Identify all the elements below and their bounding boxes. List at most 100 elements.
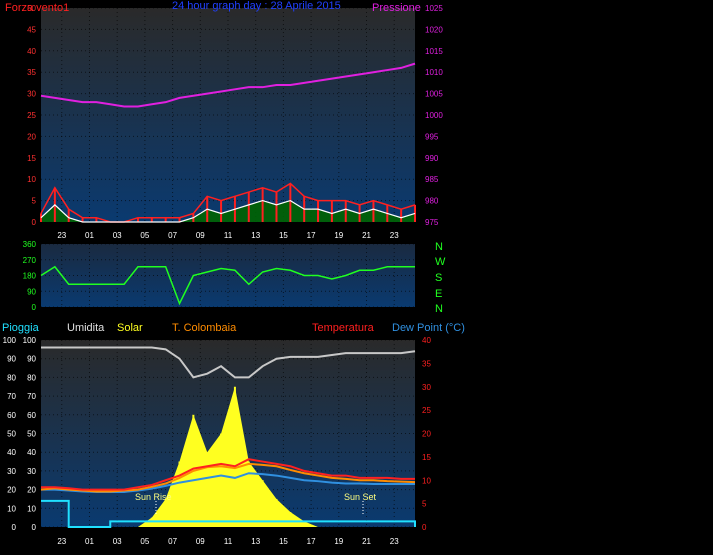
rain-ytick-6: 60 <box>7 411 16 420</box>
humidity-label: Umidita <box>67 322 105 334</box>
wind-bar-2 <box>67 209 70 222</box>
rain-ytick-8: 80 <box>7 373 16 382</box>
rain-ytick-10: 100 <box>3 336 17 345</box>
wind-bar-21 <box>330 200 333 222</box>
wind-ytick-9: 45 <box>27 25 36 34</box>
xtick-top-11: 21 <box>362 231 371 240</box>
wind-bar-16 <box>261 187 264 222</box>
humidity-ytick-1: 10 <box>27 504 36 513</box>
xtick-bot-5: 09 <box>196 537 205 546</box>
humidity-ytick-9: 90 <box>27 355 36 364</box>
wind-ytick-7: 35 <box>27 68 36 77</box>
dewpoint-label: Dew Point (°C) <box>392 322 465 334</box>
dir-label-s: S <box>435 272 442 284</box>
humidity-line <box>41 346 416 379</box>
temp-ytick-8: 40 <box>422 336 431 345</box>
xtick-top-9: 17 <box>307 231 316 240</box>
temp-ytick-7: 35 <box>422 359 431 368</box>
humidity-ytick-0: 0 <box>32 523 37 532</box>
dir-label-w: W <box>435 256 446 268</box>
rain-line <box>41 499 416 528</box>
sunrise-label: Sun Rise <box>135 492 172 502</box>
wind-bar-4 <box>95 217 98 222</box>
xtick-bot-3: 05 <box>140 537 149 546</box>
colombaia-label: T. Colombaia <box>172 322 237 334</box>
xtick-bot-1: 01 <box>85 537 94 546</box>
pressure-ytick-5: 1000 <box>425 111 443 120</box>
xtick-top-0: 23 <box>57 231 66 240</box>
wind-bar-13 <box>220 200 223 222</box>
wind-bar-18 <box>289 183 292 222</box>
wind-bar-15 <box>247 192 250 222</box>
xtick-bot-6: 11 <box>224 537 233 546</box>
xtick-bot-7: 13 <box>251 537 260 546</box>
pressure-ytick-1: 980 <box>425 197 439 206</box>
pressure-ytick-3: 990 <box>425 154 439 163</box>
colombaia-line <box>40 462 416 493</box>
wind-bar-8 <box>150 217 153 222</box>
tick-labels: 0510152025303540455097598098599099510001… <box>3 4 444 546</box>
xtick-top-7: 13 <box>251 231 260 240</box>
xtick-top-3: 05 <box>140 231 149 240</box>
temp-ytick-4: 20 <box>422 430 431 439</box>
wind-ytick-6: 30 <box>27 90 36 99</box>
rain-ytick-0: 0 <box>12 523 17 532</box>
humidity-ytick-7: 70 <box>27 392 36 401</box>
pressure-ytick-0: 975 <box>425 218 439 227</box>
xtick-top-6: 11 <box>224 231 233 240</box>
wind-ytick-2: 10 <box>27 175 36 184</box>
temperature-label: Temperatura <box>312 322 375 334</box>
sunset-label: Sun Set <box>344 492 377 502</box>
xtick-bot-4: 07 <box>168 537 177 546</box>
humidity-ytick-6: 60 <box>27 411 36 420</box>
rain-ytick-3: 30 <box>7 467 16 476</box>
rain-ytick-2: 20 <box>7 486 16 495</box>
rain-ytick-9: 90 <box>7 355 16 364</box>
pressure-ytick-10: 1025 <box>425 4 443 13</box>
xtick-bot-2: 03 <box>113 537 122 546</box>
dir-label-n1: N <box>435 241 443 253</box>
rain-label: Pioggia <box>2 322 40 334</box>
xtick-bot-12: 23 <box>390 537 399 546</box>
pressure-line <box>40 62 416 108</box>
pressure-ytick-9: 1020 <box>425 25 443 34</box>
humidity-ytick-5: 50 <box>27 430 36 439</box>
temp-ytick-0: 0 <box>422 523 427 532</box>
xtick-top-5: 09 <box>196 231 205 240</box>
temp-ytick-1: 5 <box>422 500 427 509</box>
temp-ytick-6: 30 <box>422 383 431 392</box>
pressure-ytick-7: 1010 <box>425 68 443 77</box>
temp-ytick-2: 10 <box>422 476 431 485</box>
wind-ytick-10: 50 <box>27 4 36 13</box>
wind-bar-17 <box>275 192 278 222</box>
wind-ytick-0: 0 <box>32 218 37 227</box>
pressure-label: Pressione <box>372 2 421 14</box>
humidity-ytick-10: 100 <box>23 336 37 345</box>
wind-ytick-1: 5 <box>32 197 37 206</box>
wind-bar-22 <box>344 200 347 222</box>
graph-title: 24 hour graph day : 28 Aprile 2015 <box>172 0 341 12</box>
xtick-top-12: 23 <box>390 231 399 240</box>
rain-ytick-4: 40 <box>7 448 16 457</box>
dir-label-e: E <box>435 288 442 300</box>
temp-ytick-5: 25 <box>422 406 431 415</box>
xtick-top-1: 01 <box>85 231 94 240</box>
xtick-bot-0: 23 <box>57 537 66 546</box>
xtick-bot-9: 17 <box>307 537 316 546</box>
rain-ytick-1: 10 <box>7 504 16 513</box>
dir-label-n2: N <box>435 303 443 315</box>
direction-line <box>40 265 415 306</box>
humidity-ytick-2: 20 <box>27 486 36 495</box>
solar-area <box>41 386 415 527</box>
dir-ytick-1: 90 <box>27 287 36 296</box>
temperature-line <box>41 458 415 491</box>
wind-bar-26 <box>400 209 403 222</box>
xtick-top-8: 15 <box>279 231 288 240</box>
pressure-ytick-4: 995 <box>425 132 439 141</box>
wind-line <box>40 182 416 223</box>
xtick-bot-11: 21 <box>362 537 371 546</box>
xtick-bot-8: 15 <box>279 537 288 546</box>
xtick-top-10: 19 <box>334 231 343 240</box>
